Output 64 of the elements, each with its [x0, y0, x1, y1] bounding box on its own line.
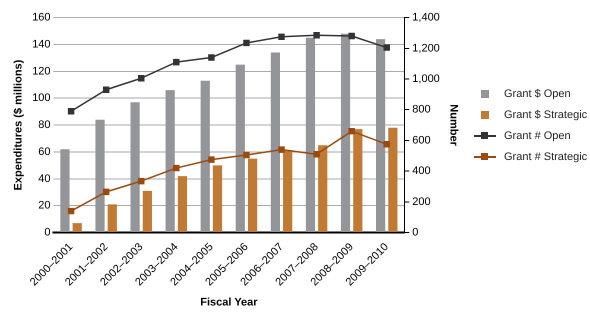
point: [348, 32, 355, 40]
bar: [130, 102, 140, 232]
bar: [353, 129, 362, 232]
bar: [376, 39, 386, 232]
bar: [166, 90, 175, 232]
point: [313, 151, 320, 158]
y2-tick-label: 1,200: [412, 42, 440, 54]
y-tick-label: 20: [38, 200, 51, 212]
point: [173, 58, 180, 66]
y-axis-title: Expenditures ($ millions): [12, 59, 25, 190]
point: [173, 164, 180, 172]
point: [68, 208, 74, 214]
bar: [306, 38, 316, 232]
bar: [72, 223, 82, 232]
legend-label: Grant $ Open: [504, 88, 571, 100]
bar: [178, 176, 188, 232]
bar: [212, 165, 222, 232]
y-tick-label: 40: [38, 172, 51, 185]
bar: [236, 64, 245, 232]
bar: [340, 34, 350, 232]
point: [243, 40, 250, 46]
point: [68, 108, 74, 114]
bar: [270, 52, 280, 232]
point: [208, 156, 215, 163]
bar: [142, 190, 152, 232]
point: [348, 128, 355, 134]
y2-tick-label: 400: [412, 165, 431, 178]
y-tick-label: 60: [38, 146, 51, 158]
y2-tick-label: 200: [412, 196, 431, 208]
y-tick-label: 140: [32, 38, 51, 50]
bar: [283, 150, 292, 232]
point: [243, 152, 250, 158]
bar: [318, 145, 328, 232]
point: [208, 54, 215, 61]
y-tick-label: 80: [38, 119, 51, 132]
bar: [388, 128, 398, 232]
point: [278, 34, 285, 40]
point: [313, 32, 320, 38]
x-axis-title: Fiscal Year: [200, 296, 258, 308]
point: [384, 44, 390, 51]
point: [138, 178, 144, 184]
y-tick-label: 120: [32, 65, 51, 78]
legend-label: Grant $ Strategic: [504, 109, 588, 121]
bar: [60, 149, 70, 232]
bar: [95, 120, 105, 232]
bar: [200, 80, 210, 232]
y2-axis-title: Number: [447, 104, 460, 147]
point: [102, 188, 110, 196]
y-tick-label: 0: [44, 226, 51, 239]
bar: [108, 204, 117, 232]
y2-tick-label: 1,000: [412, 73, 440, 86]
y2-tick-label: 0: [412, 226, 418, 239]
point: [102, 86, 110, 93]
y2-tick-label: 600: [412, 134, 431, 146]
y2-tick-label: 1,400: [412, 12, 440, 24]
bar: [248, 158, 258, 232]
y-tick-label: 100: [32, 92, 51, 104]
legend-label: Grant # Open: [504, 130, 571, 142]
point: [278, 146, 285, 153]
y-tick-label: 160: [32, 12, 51, 24]
point: [138, 75, 144, 82]
legend-label: Grant # Strategic: [504, 151, 588, 163]
point: [384, 141, 390, 148]
y2-tick-label: 800: [412, 104, 431, 116]
